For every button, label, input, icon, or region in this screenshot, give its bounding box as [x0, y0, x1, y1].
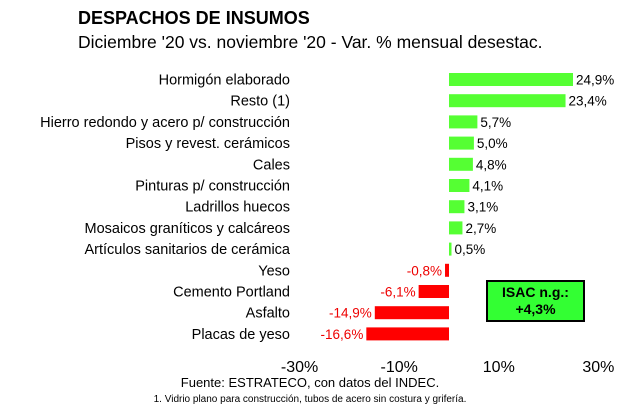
category-label: Asfalto [246, 306, 290, 322]
category-label: Hierro redondo y acero p/ construcción [40, 115, 290, 131]
data-label: 4,8% [476, 157, 507, 172]
data-label: -6,1% [380, 285, 415, 300]
category-label: Pisos y revest. cerámicos [126, 136, 290, 152]
category-label: Mosaicos graníticos y calcáreos [85, 221, 291, 237]
bar [449, 221, 463, 235]
category-label: Ladrillos huecos [185, 200, 290, 216]
data-label: 3,1% [467, 200, 498, 215]
category-label: Artículos sanitarios de cerámica [85, 242, 291, 258]
footnote: 1. Vidrio plano para construcción, tubos… [153, 394, 467, 405]
x-tick-label: 30% [582, 359, 614, 376]
data-label: 5,7% [480, 115, 511, 130]
category-label: Yeso [258, 263, 290, 279]
category-label: Cemento Portland [173, 285, 290, 301]
isac-value: +4,3% [515, 301, 556, 317]
data-label: -0,8% [407, 263, 442, 278]
data-label: 2,7% [465, 221, 496, 236]
bar [374, 306, 449, 320]
bar [449, 73, 574, 86]
bar [449, 136, 474, 150]
bar [449, 200, 465, 214]
data-label: -14,9% [329, 306, 372, 321]
source-note: Fuente: ESTRATECO, con datos del INDEC. [180, 375, 440, 390]
bar [449, 179, 470, 192]
x-tick-label: -10% [381, 359, 418, 376]
isac-box: ISAC n.g.: +4,3% [486, 280, 585, 322]
data-label: -16,6% [321, 327, 364, 342]
category-label: Cales [253, 157, 290, 173]
bar [418, 285, 449, 298]
bar [449, 115, 478, 129]
chart-title: DESPACHOS DE INSUMOS [78, 8, 310, 28]
data-label: 24,9% [576, 73, 614, 88]
bar [445, 263, 449, 277]
bar [366, 327, 449, 341]
x-tick-label: -30% [281, 359, 318, 376]
bar [449, 157, 473, 171]
chart-subtitle: Diciembre '20 vs. noviembre '20 - Var. %… [78, 32, 543, 52]
category-label: Placas de yeso [192, 327, 290, 343]
data-label: 5,0% [477, 136, 508, 151]
bar [449, 94, 566, 108]
bar [449, 242, 452, 256]
category-label: Pinturas p/ construcción [135, 179, 290, 195]
x-tick-label: 10% [483, 359, 515, 376]
data-label: 4,1% [472, 179, 503, 194]
data-label: 23,4% [569, 94, 607, 109]
category-label: Hormigón elaborado [159, 73, 290, 89]
isac-label: ISAC n.g.: [502, 284, 569, 300]
data-label: 0,5% [454, 242, 485, 257]
category-label: Resto (1) [230, 94, 290, 110]
